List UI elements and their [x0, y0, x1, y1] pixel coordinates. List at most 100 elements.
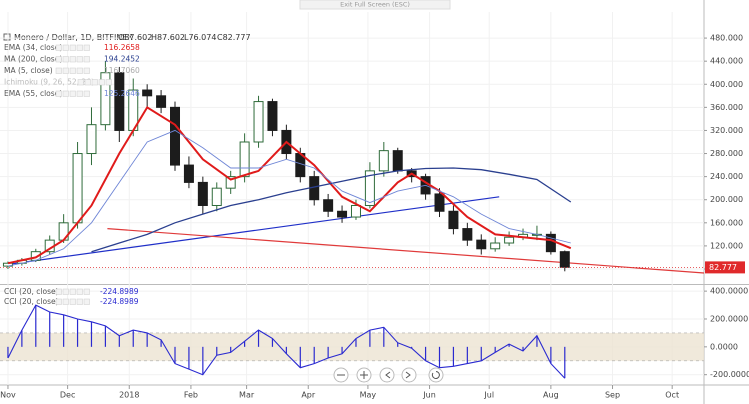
legend-value: 194.2452 [104, 55, 140, 64]
y-tick-label: 400.000 [710, 80, 743, 89]
legend-name: Ichimoku (9, 26, 52, 26) [4, 78, 94, 87]
candle-body [559, 251, 570, 268]
legend-button [91, 79, 98, 86]
legend-button [83, 298, 90, 305]
x-tick-label: Aug [543, 391, 559, 400]
x-tick-label: May [360, 391, 377, 400]
y-tick-label: 0.0000 [710, 342, 738, 351]
legend-button [83, 90, 90, 97]
y-tick-label: 200.0000 [710, 314, 748, 323]
exit-button[interactable] [299, 0, 451, 10]
candle-body [378, 150, 389, 172]
toolbar [333, 367, 444, 383]
legend-button [55, 56, 62, 63]
legend-button [76, 44, 83, 51]
legend-button [69, 56, 76, 63]
legend-name: CCI (20, close) [4, 297, 59, 306]
trendline [7, 196, 500, 265]
legend-value: 116.2658 [104, 43, 140, 52]
indicator-line [91, 167, 572, 253]
legend-button [69, 90, 76, 97]
legend-value: -224.8989 [100, 297, 139, 306]
last-price-label: 82.777 [709, 263, 737, 272]
y-tick-label: 120.000 [710, 241, 743, 250]
legend-button [62, 44, 69, 51]
legend-button [83, 67, 90, 74]
legend-name: MA (5, close) [4, 66, 53, 75]
candle-body [239, 141, 250, 178]
reset[interactable] [428, 367, 444, 383]
legend-name: EMA (34, close) [4, 43, 62, 52]
legend-button [62, 56, 69, 63]
legend-button [55, 90, 62, 97]
candle-body [323, 199, 334, 212]
candle-body [86, 124, 97, 155]
cci-band [0, 332, 704, 361]
candle-body [183, 164, 194, 183]
candle-body [504, 236, 515, 244]
candle-body [448, 210, 459, 230]
candle-body [545, 233, 556, 253]
legend-button [55, 288, 62, 295]
candle-body [114, 72, 125, 131]
candle-body [392, 150, 403, 172]
legend-button [76, 67, 83, 74]
x-tick-label: Dec [60, 391, 75, 400]
x-tick-label: Mar [239, 391, 255, 400]
ohlc-value: O87.602 [118, 33, 152, 42]
legend-name: EMA (55, close) [4, 89, 62, 98]
y-tick-label: 480.000 [710, 34, 743, 43]
legend-button [62, 90, 69, 97]
legend-button [76, 288, 83, 295]
legend-button [69, 298, 76, 305]
x-tick-label: Nov [0, 391, 16, 400]
trendline [107, 228, 705, 274]
chart-title: Monero / Dollar, 1D, BITFINEX [14, 33, 133, 42]
x-tick-label: Jun [422, 391, 436, 400]
y-tick-label: 200.000 [710, 195, 743, 204]
ohlc-value: L76.074 [184, 33, 216, 42]
candle-body [142, 89, 153, 97]
legend-button [55, 298, 62, 305]
candle-body [100, 72, 111, 126]
legend-button [76, 298, 83, 305]
scroll-right[interactable] [401, 367, 417, 383]
candle-body [72, 153, 83, 224]
y-tick-label: 440.000 [710, 57, 743, 66]
candle-body [2, 262, 13, 267]
candle-body [156, 95, 167, 108]
scroll-left[interactable] [379, 367, 395, 383]
candle-body [211, 187, 222, 206]
candle-body [462, 228, 473, 241]
legend-button [62, 67, 69, 74]
legend-button [76, 56, 83, 63]
y-tick-label: -200.0000 [710, 370, 749, 379]
legend-button [69, 44, 76, 51]
candle-body [253, 101, 264, 143]
candle-body [434, 193, 445, 212]
x-tick-label: Apr [301, 391, 316, 400]
candle-body [337, 210, 348, 218]
legend-value: 125.2646 [104, 89, 140, 98]
candle-body [350, 204, 361, 218]
y-tick-label: 400.0000 [710, 287, 748, 296]
legend-button [83, 56, 90, 63]
candle-body [490, 242, 501, 250]
legend-name: CCI (20, close) [4, 287, 59, 296]
indicator-line [7, 106, 572, 265]
collapse-icon[interactable] [3, 33, 11, 41]
x-tick-label: Sep [605, 391, 620, 400]
legend-button [62, 298, 69, 305]
exit-button-label[interactable]: Exit Full Screen (ESC) [340, 1, 410, 9]
y-tick-label: 160.000 [710, 218, 743, 227]
ohlc-value: C82.777 [217, 33, 251, 42]
ohlc-value: H87.602 [151, 33, 185, 42]
y-tick-label: 360.000 [710, 103, 743, 112]
legend-value: 116.7060 [104, 66, 140, 75]
x-tick-label: Jul [483, 391, 494, 400]
toolbar-glyphs [337, 371, 440, 379]
y-tick-label: 320.000 [710, 126, 743, 135]
legend-name: MA (200, close) [4, 55, 62, 64]
x-tick-label: 2018 [119, 391, 139, 400]
legend-button [84, 79, 91, 86]
